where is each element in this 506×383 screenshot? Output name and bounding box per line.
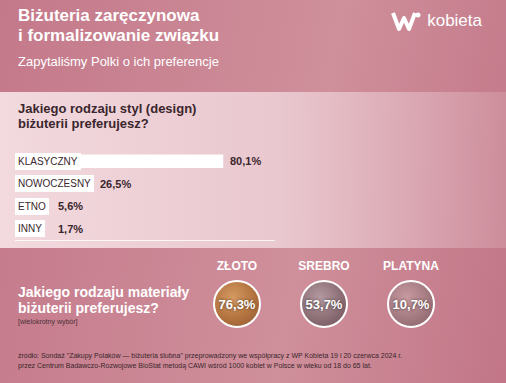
html-text:Biżuteria zaręczynowa i formal: Biżuteria zaręczynowa i formalizowanie z… (18, 6, 220, 45)
svg-text:NOWOCZESNY: NOWOCZESNY (18, 178, 91, 189)
html-text:SREBRO: SREBRO (298, 259, 350, 273)
html-text:Jakiego rodzaju styl (design): Jakiego rodzaju styl (design) biżuterii … (18, 101, 197, 131)
svg-text:ETNO: ETNO (18, 201, 46, 212)
html-text:10,7%: 10,7% (392, 296, 430, 312)
svg-text:5,6%: 5,6% (58, 200, 83, 212)
html-text:ZŁOTO: ZŁOTO (216, 259, 258, 273)
html-text:Jakiego rodzaju materiały biżu: Jakiego rodzaju materiały biżuterii pref… (18, 284, 190, 316)
svg-text:INNY: INNY (18, 223, 42, 234)
html-text:[wielokrotny wybór]: [wielokrotny wybór] (18, 318, 78, 325)
svg-text:KLASYCZNY: KLASYCZNY (18, 156, 78, 167)
svg-text:80,1%: 80,1% (230, 155, 261, 167)
svg-text:26,5%: 26,5% (100, 178, 131, 190)
html-text:Zapytaliśmy Polki o ich prefer: Zapytaliśmy Polki o ich preferencje (18, 54, 219, 69)
html-text:PLATYNA: PLATYNA (383, 259, 439, 273)
html-text:źródło: Sondaż "Zakupy Polaków: źródło: Sondaż "Zakupy Polaków — biżuter… (18, 352, 403, 369)
html-text:kobieta: kobieta (427, 11, 482, 30)
svg-text:1,7%: 1,7% (58, 223, 83, 235)
html-text:53,7%: 53,7% (305, 296, 343, 312)
html-text:76,3%: 76,3% (218, 296, 256, 312)
